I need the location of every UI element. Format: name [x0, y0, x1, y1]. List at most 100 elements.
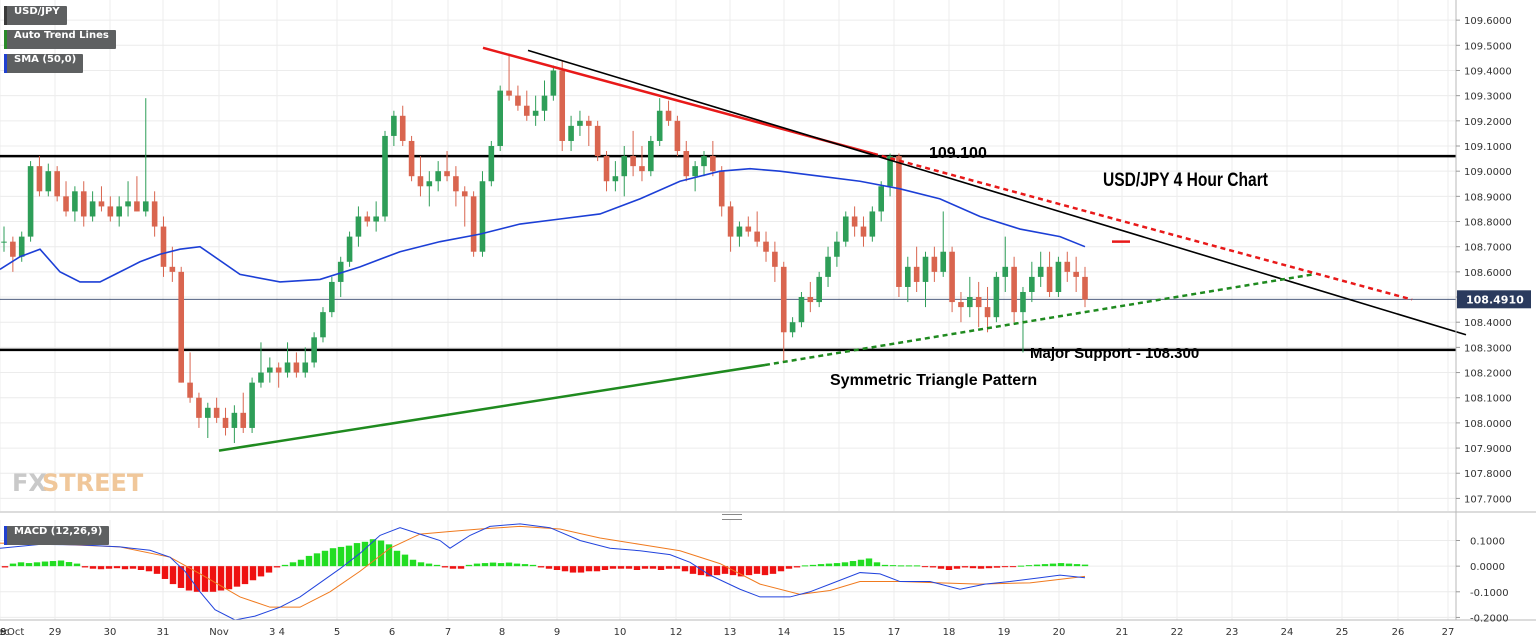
macd-histogram-bar [297, 559, 305, 567]
candle-body [1037, 266, 1044, 277]
macd-histogram-bar [385, 544, 393, 567]
macd-histogram-bar [153, 566, 161, 574]
macd-histogram-bar [1049, 563, 1057, 567]
candle [1055, 256, 1062, 298]
legend-symbol[interactable]: USD/JPY [4, 6, 67, 25]
candle-body [293, 362, 300, 373]
macd-histogram-bar [425, 563, 433, 567]
candle-body [453, 176, 459, 192]
candle-body [329, 281, 335, 313]
candle [240, 392, 247, 433]
macd-histogram-bar [1033, 564, 1041, 567]
macd-histogram-bar [777, 566, 785, 572]
candle-body [896, 156, 902, 287]
candle [515, 85, 521, 111]
pane-resize-handle[interactable] [722, 514, 742, 520]
candle [45, 163, 52, 197]
candle [346, 231, 353, 267]
macd-histogram-bar [609, 566, 617, 569]
macd-histogram-bar [225, 566, 233, 590]
candle-body [710, 156, 716, 172]
y-tick-label: 108.2000 [1464, 369, 1512, 380]
x-tick-label: 29 [0, 627, 6, 638]
macd-histogram-bar [825, 563, 833, 567]
candle [320, 307, 326, 343]
candle-body [275, 367, 282, 373]
candle [399, 105, 406, 146]
macd-histogram-bar [745, 566, 753, 576]
candle [63, 181, 69, 217]
candle-body [497, 90, 503, 146]
macd-histogram-bar [289, 562, 297, 567]
x-tick-label: 10 [614, 627, 627, 638]
candle-body [36, 166, 43, 192]
candle-body [54, 171, 60, 197]
candle [789, 317, 796, 338]
legend-trend-lines[interactable]: Auto Trend Lines [4, 30, 116, 49]
candle-body [1055, 261, 1062, 292]
legend-macd[interactable]: MACD (12,26,9) [4, 526, 110, 545]
candle-body [240, 412, 247, 428]
x-tick-label: 15 [833, 627, 846, 638]
y-tick-label: 107.9000 [1464, 444, 1512, 455]
macd-histogram-bar [953, 566, 961, 569]
candle [1073, 256, 1079, 292]
candle-body [116, 206, 122, 217]
candle-body [337, 261, 344, 282]
macd-histogram-bar [657, 566, 665, 570]
candle-body [435, 171, 441, 182]
macd-histogram-bar [833, 563, 841, 567]
candle [453, 166, 459, 207]
sma-line [0, 167, 1086, 283]
macd-histogram-bar [945, 566, 953, 570]
macd-histogram-bar [649, 566, 657, 569]
macd-histogram-bar [1073, 564, 1081, 567]
candle-body [834, 241, 840, 257]
candle-body [27, 166, 34, 237]
candle [284, 342, 291, 378]
macd-histogram-bar [809, 564, 817, 567]
x-tick-label: 7 [445, 627, 451, 638]
candle [178, 266, 185, 383]
last-price-value: 108.4910 [1466, 293, 1524, 306]
y-tick-label: 109.5000 [1464, 41, 1512, 52]
candle [222, 407, 229, 436]
macd-histogram-bar [545, 566, 553, 569]
macd-histogram-bar [761, 566, 769, 576]
macd-histogram-bar [281, 564, 289, 567]
candle-body [311, 337, 317, 363]
macd-histogram-bar [585, 566, 593, 572]
candle [204, 402, 211, 438]
candle-body [887, 156, 893, 187]
y-tick-label: 108.8000 [1464, 218, 1512, 229]
candle-body [107, 206, 114, 217]
candle-body [922, 256, 929, 282]
macd-histogram-bar [793, 566, 801, 568]
macd-histogram-bar [753, 566, 761, 574]
candle-body [1046, 266, 1053, 292]
candle [772, 241, 778, 282]
candle-body [515, 95, 521, 106]
candle-body [763, 241, 769, 252]
macd-histogram-bar [441, 566, 449, 568]
candle-body [639, 166, 645, 172]
y-tick-label: 109.2000 [1464, 117, 1512, 128]
candle-body [1020, 292, 1026, 313]
macd-histogram-bar [881, 564, 889, 567]
candle [267, 357, 273, 383]
legend-sma-label: SMA (50,0) [14, 54, 77, 65]
candle-body [506, 90, 512, 96]
candle [1, 226, 7, 252]
macd-histogram-bar [625, 566, 633, 569]
candle [1037, 251, 1044, 287]
candle-body [125, 201, 131, 207]
candle-body [603, 156, 610, 182]
watermark-fx: FX [12, 469, 47, 497]
legend-sma[interactable]: SMA (50,0) [4, 54, 84, 73]
candle-body [807, 297, 814, 303]
legend-macd-label: MACD (12,26,9) [14, 526, 103, 537]
macd-histogram-bar [409, 559, 417, 567]
candle-body [842, 216, 849, 242]
macd-histogram-bar [185, 566, 193, 591]
